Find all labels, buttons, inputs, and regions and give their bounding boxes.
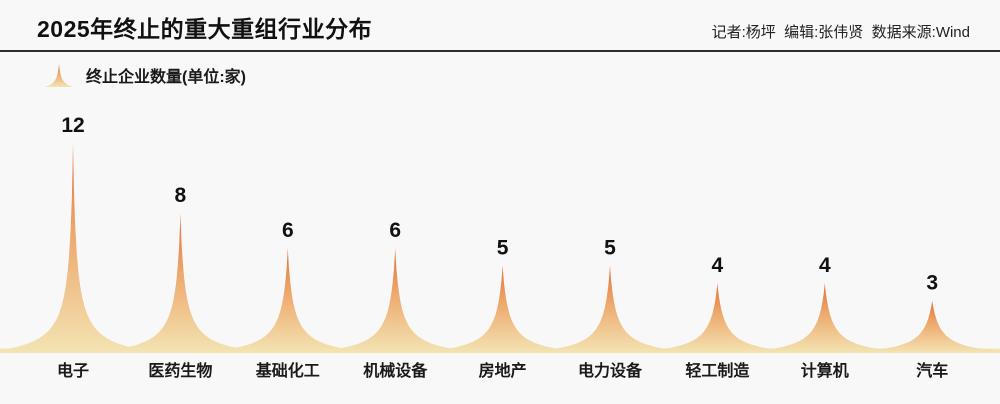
peak-shape — [515, 265, 705, 353]
value-label: 4 — [819, 254, 831, 277]
category-label: 电力设备 — [578, 361, 643, 380]
category-label: 机械设备 — [363, 361, 428, 380]
value-label: 3 — [926, 272, 938, 295]
title-divider — [0, 49, 1000, 52]
value-label: 8 — [175, 184, 187, 207]
credits-line: 记者:杨坪 编辑:张伟贤 数据来源:Wind — [711, 23, 970, 41]
category-label: 房地产 — [479, 361, 527, 380]
legend-label: 终止企业数量(单位:家) — [86, 68, 246, 86]
category-label: 电子 — [57, 361, 89, 380]
peak-shape — [300, 248, 491, 353]
peak-shape — [85, 213, 276, 353]
value-label: 6 — [389, 219, 401, 242]
peak-shape — [192, 248, 383, 353]
peak-shape — [729, 283, 920, 353]
value-label: 6 — [282, 219, 294, 242]
category-label: 医药生物 — [148, 361, 212, 380]
peak-icon-shape — [44, 63, 74, 87]
value-label: 5 — [604, 237, 616, 260]
category-label: 计算机 — [801, 361, 849, 380]
value-label: 5 — [497, 237, 509, 260]
legend: 终止企业数量(单位:家) — [43, 61, 1000, 89]
peak-shape — [0, 143, 168, 353]
peak-shape — [837, 300, 1000, 353]
header: 2025年终止的重大重组行业分布 记者:杨坪 编辑:张伟贤 数据来源:Wind — [0, 0, 1000, 50]
peak-icon — [44, 63, 74, 87]
peak-shape — [407, 265, 598, 353]
value-label: 12 — [61, 114, 84, 137]
category-label: 汽车 — [916, 361, 948, 380]
value-label: 4 — [712, 254, 724, 277]
category-label: 基础化工 — [255, 361, 320, 380]
peak-shape — [622, 283, 813, 353]
page-title: 2025年终止的重大重组行业分布 — [37, 16, 373, 42]
category-label: 轻工制造 — [685, 361, 750, 380]
